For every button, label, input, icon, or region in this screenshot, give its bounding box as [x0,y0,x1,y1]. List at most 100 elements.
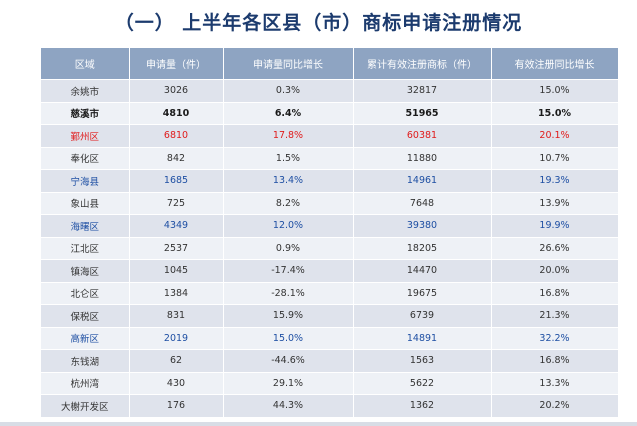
cell-registration-growth: 19.9% [491,214,619,238]
cell-registration-growth: 10.7% [491,147,619,170]
cell-region: 奉化区 [41,147,130,170]
cell-valid-registrations: 5622 [353,372,492,395]
table-row: 象山县 725 8.2% 7648 13.9% [41,192,619,215]
cell-region: 东钱湖 [41,349,130,373]
cell-region: 高新区 [41,327,130,350]
table-body: 余姚市 3026 0.3% 32817 15.0% 慈溪市 4810 6.4% … [41,79,619,418]
cell-registration-growth: 20.1% [491,124,619,148]
cell-applications: 1384 [129,282,224,305]
table-row: 慈溪市 4810 6.4% 51965 15.0% [41,102,619,125]
table-row: 奉化区 842 1.5% 11880 10.7% [41,147,619,170]
cell-registration-growth: 15.0% [491,79,619,103]
cell-valid-registrations: 14470 [353,259,492,283]
cell-applications: 842 [129,147,224,170]
trademark-table: 区域 申请量（件） 申请量同比增长 累计有效注册商标（件） 有效注册同比增长 余… [41,48,619,418]
cell-application-growth: -28.1% [223,282,354,305]
cell-region: 海曙区 [41,214,130,238]
cell-region: 慈溪市 [41,102,130,125]
cell-application-growth: 6.4% [223,102,354,125]
cell-region: 大榭开发区 [41,394,130,418]
cell-region: 余姚市 [41,79,130,103]
header-applications: 申请量（件） [129,48,224,80]
cell-application-growth: 15.0% [223,327,354,350]
cell-registration-growth: 19.3% [491,169,619,193]
cell-application-growth: 8.2% [223,192,354,215]
table-row: 北仑区 1384 -28.1% 19675 16.8% [41,282,619,305]
cell-valid-registrations: 60381 [353,124,492,148]
cell-valid-registrations: 7648 [353,192,492,215]
table-row: 东钱湖 62 -44.6% 1563 16.8% [41,349,619,373]
cell-applications: 725 [129,192,224,215]
cell-valid-registrations: 1362 [353,394,492,418]
header-region: 区域 [41,48,130,80]
cell-region: 象山县 [41,192,130,215]
table-row: 镇海区 1045 -17.4% 14470 20.0% [41,259,619,283]
cell-applications: 430 [129,372,224,395]
cell-valid-registrations: 19675 [353,282,492,305]
table-row: 余姚市 3026 0.3% 32817 15.0% [41,79,619,103]
cell-application-growth: 1.5% [223,147,354,170]
cell-registration-growth: 16.8% [491,349,619,373]
table-header-row: 区域 申请量（件） 申请量同比增长 累计有效注册商标（件） 有效注册同比增长 [41,48,619,80]
header-application-growth: 申请量同比增长 [223,48,354,80]
table-row: 海曙区 4349 12.0% 39380 19.9% [41,214,619,238]
table-row: 江北区 2537 0.9% 18205 26.6% [41,237,619,260]
cell-applications: 62 [129,349,224,373]
cell-valid-registrations: 1563 [353,349,492,373]
cell-application-growth: 0.3% [223,79,354,103]
cell-registration-growth: 21.3% [491,304,619,328]
cell-applications: 2537 [129,237,224,260]
cell-valid-registrations: 14961 [353,169,492,193]
cell-region: 宁海县 [41,169,130,193]
cell-valid-registrations: 51965 [353,102,492,125]
cell-registration-growth: 32.2% [491,327,619,350]
cell-registration-growth: 16.8% [491,282,619,305]
table-row: 杭州湾 430 29.1% 5622 13.3% [41,372,619,395]
cell-region: 镇海区 [41,259,130,283]
table-row: 保税区 831 15.9% 6739 21.3% [41,304,619,328]
cell-application-growth: -44.6% [223,349,354,373]
cell-application-growth: 0.9% [223,237,354,260]
cell-application-growth: 44.3% [223,394,354,418]
cell-applications: 3026 [129,79,224,103]
cell-valid-registrations: 14891 [353,327,492,350]
table-row: 鄞州区 6810 17.8% 60381 20.1% [41,124,619,148]
cell-application-growth: -17.4% [223,259,354,283]
cell-registration-growth: 13.3% [491,372,619,395]
cell-application-growth: 13.4% [223,169,354,193]
cell-registration-growth: 13.9% [491,192,619,215]
cell-region: 江北区 [41,237,130,260]
cell-region: 杭州湾 [41,372,130,395]
cell-application-growth: 17.8% [223,124,354,148]
cell-valid-registrations: 32817 [353,79,492,103]
cell-applications: 4349 [129,214,224,238]
cell-applications: 176 [129,394,224,418]
cell-registration-growth: 15.0% [491,102,619,125]
bottom-strip [0,422,637,426]
cell-region: 鄞州区 [41,124,130,148]
cell-region: 北仑区 [41,282,130,305]
cell-registration-growth: 20.0% [491,259,619,283]
header-valid-registrations: 累计有效注册商标（件） [353,48,492,80]
cell-registration-growth: 26.6% [491,237,619,260]
cell-valid-registrations: 39380 [353,214,492,238]
cell-registration-growth: 20.2% [491,394,619,418]
table-row: 大榭开发区 176 44.3% 1362 20.2% [41,394,619,418]
cell-applications: 1685 [129,169,224,193]
table-row: 高新区 2019 15.0% 14891 32.2% [41,327,619,350]
header-registration-growth: 有效注册同比增长 [491,48,619,80]
cell-applications: 6810 [129,124,224,148]
cell-region: 保税区 [41,304,130,328]
cell-application-growth: 12.0% [223,214,354,238]
cell-valid-registrations: 18205 [353,237,492,260]
cell-valid-registrations: 11880 [353,147,492,170]
cell-applications: 2019 [129,327,224,350]
cell-application-growth: 15.9% [223,304,354,328]
cell-applications: 4810 [129,102,224,125]
page-title: （一） 上半年各区县（市）商标申请注册情况 [114,12,523,34]
cell-applications: 1045 [129,259,224,283]
cell-applications: 831 [129,304,224,328]
table-row: 宁海县 1685 13.4% 14961 19.3% [41,169,619,193]
cell-application-growth: 29.1% [223,372,354,395]
